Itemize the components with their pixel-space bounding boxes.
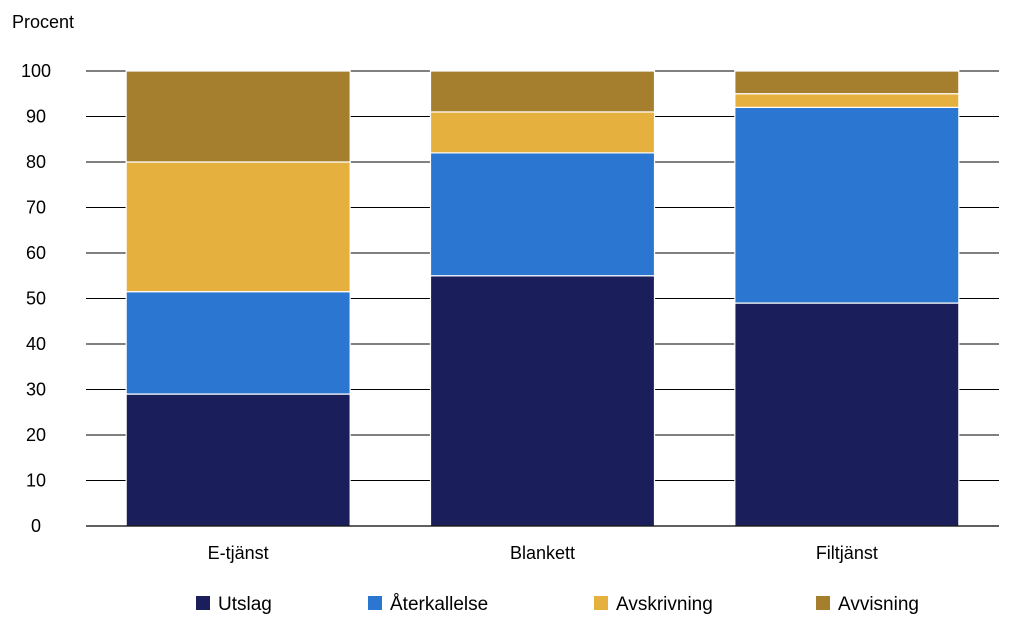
bar-segment (734, 70, 960, 95)
y-tick-label: 90 (26, 107, 46, 127)
legend: Utslag Återkallelse Avskrivning Avvisning (196, 594, 919, 615)
y-tick-label: 80 (26, 152, 46, 172)
legend-label: Avskrivning (616, 594, 713, 615)
y-tick-label: 20 (26, 425, 46, 445)
x-tick-label: E-tjänst (208, 543, 269, 563)
y-tick-label: 0 (31, 516, 41, 536)
bar-segment (429, 70, 656, 113)
y-tick-label: 10 (26, 471, 46, 491)
x-tick-label: Blankett (510, 543, 575, 563)
legend-label: Återkallelse (390, 594, 488, 615)
legend-swatch (368, 596, 382, 610)
y-tick-label: 50 (26, 289, 46, 309)
bar-segment (125, 393, 351, 527)
y-tick-label: 70 (26, 198, 46, 218)
y-tick-label: 40 (26, 334, 46, 354)
bar-segment (429, 275, 656, 527)
x-tick-label: Filtjänst (816, 543, 878, 563)
bar-segment (429, 152, 656, 277)
bar-segment (734, 106, 960, 304)
y-tick-label: 100 (21, 61, 51, 81)
axes: 0 10 20 30 40 50 60 70 80 90 100 E-tjänst Blankett Fi… (21, 61, 999, 563)
y-tick-label: 60 (26, 243, 46, 263)
legend-swatch (196, 596, 210, 610)
bars (125, 70, 960, 527)
bar-segment (125, 291, 351, 395)
legend-label: Avvisning (838, 594, 919, 615)
bar-segment (429, 111, 656, 154)
y-tick-label: 30 (26, 380, 46, 400)
legend-swatch (594, 596, 608, 610)
bar-segment (125, 161, 351, 293)
y-axis-unit-label: Procent (12, 12, 74, 32)
bar-segment (734, 93, 960, 108)
legend-swatch (816, 596, 830, 610)
bar-segment (734, 302, 960, 527)
legend-label: Utslag (218, 594, 272, 615)
bar-segment (125, 70, 351, 163)
